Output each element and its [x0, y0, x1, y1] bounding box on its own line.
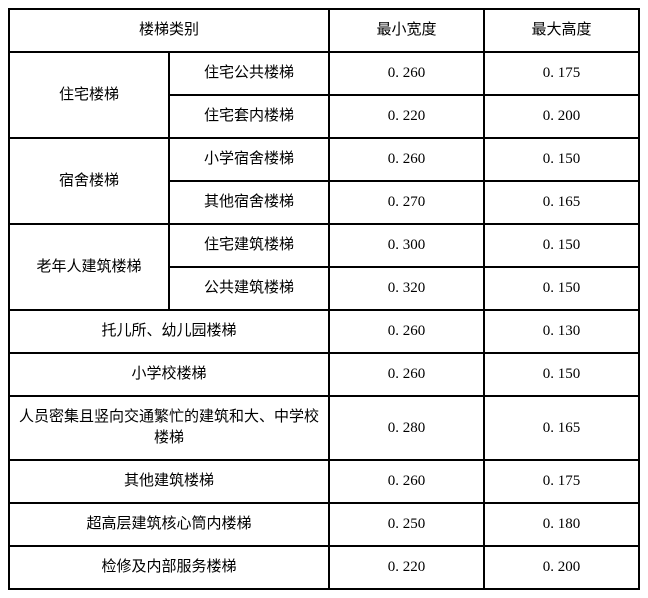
table-row: 小学校楼梯 0. 260 0. 150	[9, 353, 639, 396]
max-cell: 0. 150	[484, 353, 639, 396]
table-row: 老年人建筑楼梯 住宅建筑楼梯 0. 300 0. 150	[9, 224, 639, 267]
group-name-cell: 宿舍楼梯	[9, 138, 169, 224]
min-cell: 0. 320	[329, 267, 484, 310]
max-cell: 0. 130	[484, 310, 639, 353]
single-name-cell: 检修及内部服务楼梯	[9, 546, 329, 589]
table-row: 托儿所、幼儿园楼梯 0. 260 0. 130	[9, 310, 639, 353]
max-cell: 0. 180	[484, 503, 639, 546]
max-cell: 0. 165	[484, 181, 639, 224]
table-row: 人员密集且竖向交通繁忙的建筑和大、中学校楼梯 0. 280 0. 165	[9, 396, 639, 460]
group-name-cell: 老年人建筑楼梯	[9, 224, 169, 310]
min-cell: 0. 260	[329, 460, 484, 503]
table-row: 住宅楼梯 住宅公共楼梯 0. 260 0. 175	[9, 52, 639, 95]
group-name-cell: 住宅楼梯	[9, 52, 169, 138]
max-cell: 0. 175	[484, 52, 639, 95]
sub-name-cell: 住宅套内楼梯	[169, 95, 329, 138]
min-cell: 0. 280	[329, 396, 484, 460]
min-cell: 0. 260	[329, 52, 484, 95]
max-cell: 0. 150	[484, 224, 639, 267]
single-name-cell: 小学校楼梯	[9, 353, 329, 396]
table-row: 其他建筑楼梯 0. 260 0. 175	[9, 460, 639, 503]
min-cell: 0. 270	[329, 181, 484, 224]
max-cell: 0. 165	[484, 396, 639, 460]
single-name-cell: 超高层建筑核心筒内楼梯	[9, 503, 329, 546]
single-name-cell: 人员密集且竖向交通繁忙的建筑和大、中学校楼梯	[9, 396, 329, 460]
sub-name-cell: 住宅公共楼梯	[169, 52, 329, 95]
min-cell: 0. 260	[329, 353, 484, 396]
sub-name-cell: 住宅建筑楼梯	[169, 224, 329, 267]
min-cell: 0. 300	[329, 224, 484, 267]
min-cell: 0. 260	[329, 138, 484, 181]
single-name-cell: 其他建筑楼梯	[9, 460, 329, 503]
single-name-cell: 托儿所、幼儿园楼梯	[9, 310, 329, 353]
min-cell: 0. 250	[329, 503, 484, 546]
max-cell: 0. 175	[484, 460, 639, 503]
min-cell: 0. 220	[329, 95, 484, 138]
min-cell: 0. 220	[329, 546, 484, 589]
table-row: 检修及内部服务楼梯 0. 220 0. 200	[9, 546, 639, 589]
header-category: 楼梯类别	[9, 9, 329, 52]
table-row: 超高层建筑核心筒内楼梯 0. 250 0. 180	[9, 503, 639, 546]
sub-name-cell: 小学宿舍楼梯	[169, 138, 329, 181]
max-cell: 0. 200	[484, 95, 639, 138]
max-cell: 0. 150	[484, 138, 639, 181]
table-header-row: 楼梯类别 最小宽度 最大高度	[9, 9, 639, 52]
max-cell: 0. 150	[484, 267, 639, 310]
stair-spec-table: 楼梯类别 最小宽度 最大高度 住宅楼梯 住宅公共楼梯 0. 260 0. 175…	[8, 8, 640, 590]
max-cell: 0. 200	[484, 546, 639, 589]
header-min-width: 最小宽度	[329, 9, 484, 52]
sub-name-cell: 其他宿舍楼梯	[169, 181, 329, 224]
min-cell: 0. 260	[329, 310, 484, 353]
header-max-height: 最大高度	[484, 9, 639, 52]
sub-name-cell: 公共建筑楼梯	[169, 267, 329, 310]
table-row: 宿舍楼梯 小学宿舍楼梯 0. 260 0. 150	[9, 138, 639, 181]
